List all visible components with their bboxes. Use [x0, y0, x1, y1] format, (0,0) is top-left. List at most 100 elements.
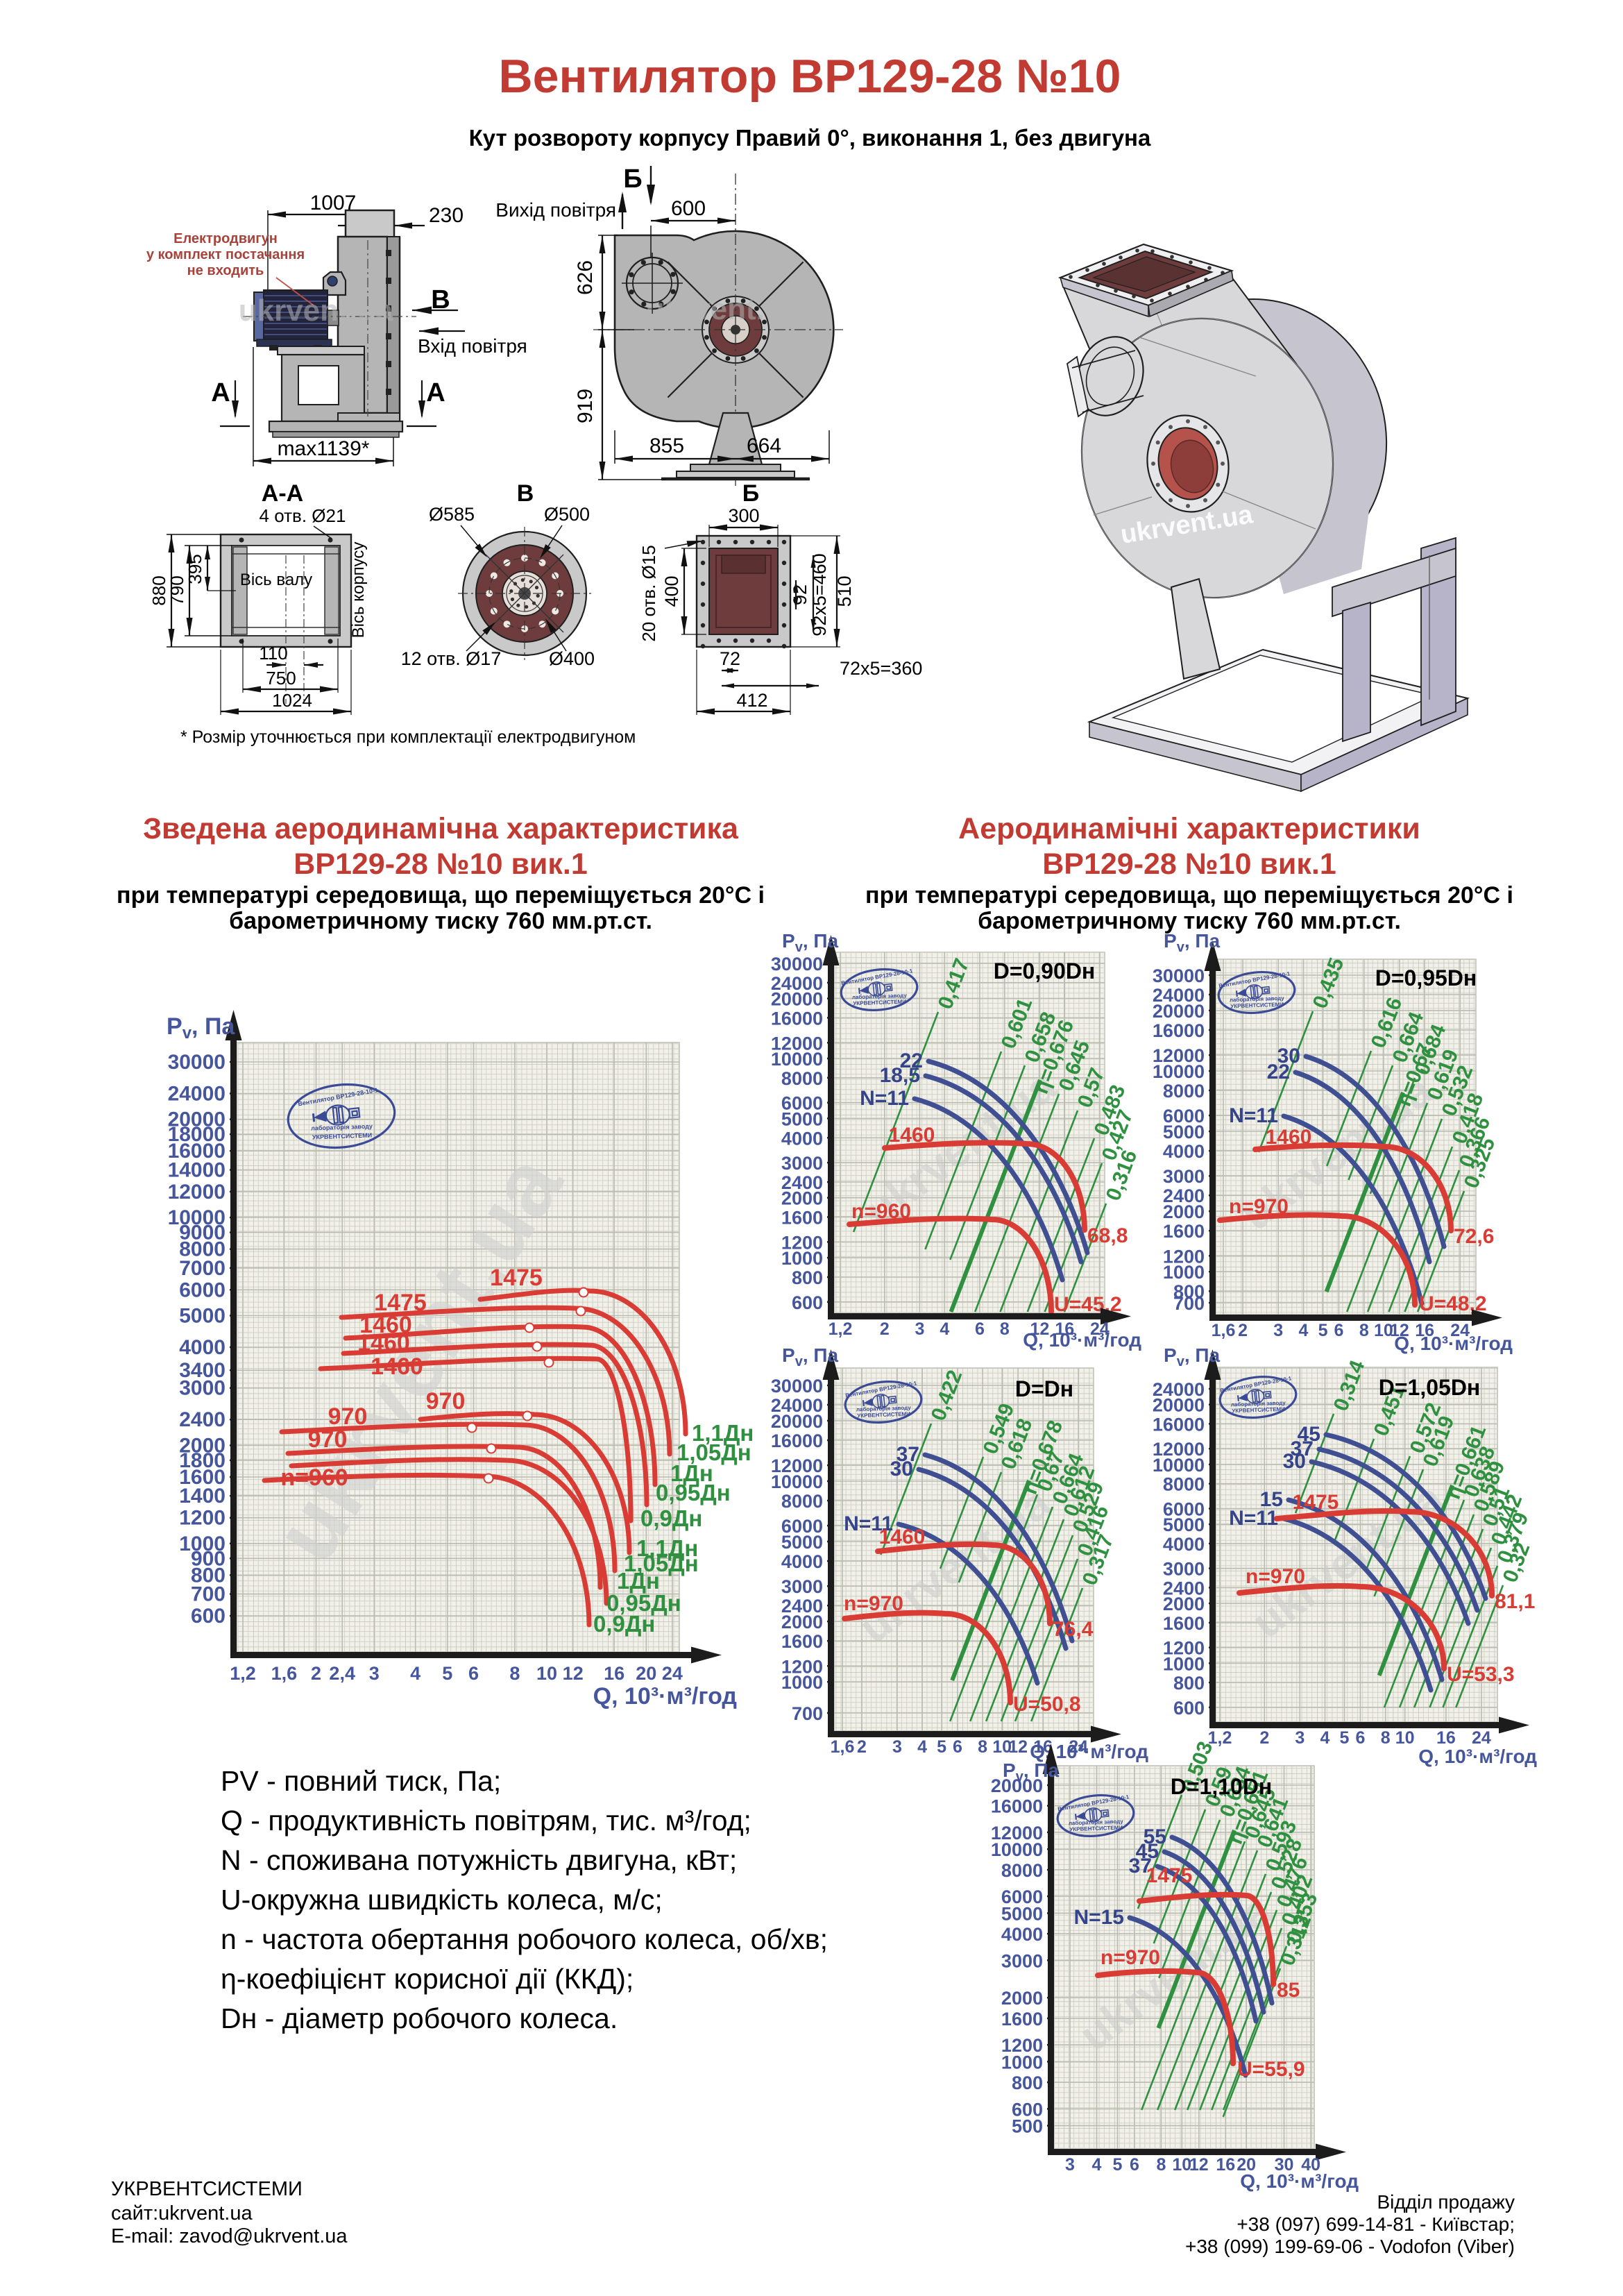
svg-text:Вихід повітря: Вихід повітря — [495, 199, 616, 221]
svg-text:18000: 18000 — [168, 1123, 226, 1146]
svg-text:5000: 5000 — [1001, 1903, 1043, 1924]
svg-text:1200: 1200 — [1001, 2035, 1043, 2056]
svg-text:24: 24 — [1069, 1737, 1088, 1757]
svg-text:6000: 6000 — [1001, 1886, 1043, 1907]
svg-text:D=1,05Dн: D=1,05Dн — [1379, 1375, 1481, 1400]
svg-text:30: 30 — [890, 1458, 913, 1480]
svg-text:УКРВЕНТСИСТЕМИ: УКРВЕНТСИСТЕМИ — [1069, 1825, 1123, 1833]
svg-text:лабораторія заводу: лабораторія заводу — [856, 1405, 912, 1413]
svg-text:1600: 1600 — [179, 1466, 226, 1489]
svg-text:ВР129-28 №10 вик.1: ВР129-28 №10 вик.1 — [1042, 847, 1336, 881]
svg-text:1,6: 1,6 — [831, 1737, 855, 1757]
svg-text:2000: 2000 — [179, 1434, 226, 1457]
svg-text:1000: 1000 — [1163, 1653, 1205, 1674]
svg-text:Pv, Па: Pv, Па — [1164, 930, 1220, 955]
svg-text:2: 2 — [311, 1663, 321, 1684]
svg-text:16: 16 — [1216, 2155, 1235, 2175]
svg-text:16000: 16000 — [168, 1140, 226, 1163]
svg-text:1,2: 1,2 — [1208, 1728, 1232, 1748]
svg-text:Електродвигун: Електродвигун — [173, 231, 278, 246]
svg-text:72x5=360: 72x5=360 — [840, 658, 922, 679]
svg-text:1600: 1600 — [1163, 1613, 1205, 1634]
svg-text:лабораторія заводу: лабораторія заводу — [1230, 995, 1285, 1004]
svg-text:N=11: N=11 — [844, 1512, 893, 1535]
svg-text:D=Dн: D=Dн — [1015, 1376, 1073, 1401]
svg-text:10000: 10000 — [991, 1839, 1043, 1860]
svg-text:УКРВЕНТСИСТЕМИ: УКРВЕНТСИСТЕМИ — [1232, 1406, 1285, 1415]
svg-text:1,1Дн: 1,1Дн — [636, 1535, 698, 1561]
svg-text:+38 (099) 199-69-06 - Vodofon: +38 (099) 199-69-06 - Vodofon (Viber) — [1185, 2236, 1515, 2257]
svg-text:1600: 1600 — [781, 1208, 823, 1229]
svg-text:6000: 6000 — [1163, 1499, 1205, 1520]
svg-text:37: 37 — [1291, 1437, 1314, 1460]
svg-text:1000: 1000 — [1163, 1262, 1205, 1283]
svg-text:2,4: 2,4 — [329, 1663, 355, 1684]
svg-text:24000: 24000 — [771, 1395, 823, 1416]
svg-text:УКРВЕНТСИСТЕМИ: УКРВЕНТСИСТЕМИ — [312, 1131, 373, 1140]
svg-text:Ø500: Ø500 — [544, 504, 590, 525]
svg-text:30000: 30000 — [771, 1376, 823, 1396]
svg-text:2000: 2000 — [1163, 1201, 1205, 1222]
svg-text:1000: 1000 — [179, 1533, 226, 1555]
svg-text:лабораторія заводу: лабораторія заводу — [311, 1122, 373, 1131]
svg-text:N=11: N=11 — [1229, 1104, 1278, 1127]
svg-text:970: 970 — [426, 1388, 466, 1415]
svg-text:20: 20 — [1237, 2155, 1256, 2175]
svg-text:8: 8 — [509, 1663, 520, 1684]
svg-text:37: 37 — [897, 1443, 919, 1466]
svg-text:Q, 10³·м³/год: Q, 10³·м³/год — [1023, 1329, 1141, 1351]
svg-text:1024: 1024 — [272, 690, 312, 711]
svg-text:2400: 2400 — [781, 1172, 823, 1193]
svg-text:1600: 1600 — [781, 1631, 823, 1652]
svg-text:16000: 16000 — [991, 1796, 1043, 1817]
svg-text:0,9Дн: 0,9Дн — [593, 1611, 655, 1637]
svg-text:4: 4 — [1092, 2155, 1102, 2175]
svg-text:при температурі середовища, що: при температурі середовища, що переміщує… — [117, 882, 765, 909]
svg-text:16000: 16000 — [1153, 1020, 1205, 1041]
svg-text:Б: Б — [623, 164, 642, 194]
svg-text:max1139*: max1139* — [278, 437, 370, 460]
svg-text:3: 3 — [1065, 2155, 1075, 2175]
svg-text:600: 600 — [191, 1605, 226, 1628]
svg-text:сайт:ukrvent.ua: сайт:ukrvent.ua — [111, 2202, 253, 2225]
svg-text:1475: 1475 — [374, 1290, 427, 1316]
svg-text:U-окружна швидкість колеса, м/: U-окружна швидкість колеса, м/с; — [221, 1884, 663, 1916]
svg-text:22: 22 — [1267, 1061, 1290, 1083]
svg-text:600: 600 — [792, 1292, 823, 1313]
svg-text:12000: 12000 — [771, 1033, 823, 1054]
svg-text:U=53,3: U=53,3 — [1447, 1663, 1515, 1686]
svg-text:919: 919 — [574, 389, 597, 423]
svg-text:24000: 24000 — [1153, 985, 1205, 1006]
svg-text:9000: 9000 — [179, 1222, 226, 1244]
svg-text:не входить: не входить — [187, 263, 264, 278]
svg-text:ВР129-28 №10 вик.1: ВР129-28 №10 вик.1 — [294, 847, 588, 881]
svg-text:6: 6 — [1130, 2155, 1139, 2175]
svg-text:1460: 1460 — [1266, 1126, 1312, 1149]
svg-text:10000: 10000 — [771, 1471, 823, 1492]
svg-text:3: 3 — [1273, 1321, 1283, 1340]
svg-text:2000: 2000 — [781, 1612, 823, 1632]
svg-text:1200: 1200 — [1163, 1246, 1205, 1267]
svg-text:PV - повний тиск, Па;: PV - повний тиск, Па; — [221, 1765, 501, 1797]
svg-text:8000: 8000 — [1001, 1860, 1043, 1881]
svg-text:12: 12 — [1008, 1737, 1028, 1757]
svg-text:барометричному тиску 760 мм.рт: барометричному тиску 760 мм.рт.ст. — [978, 908, 1401, 934]
svg-text:10: 10 — [1374, 1321, 1393, 1340]
svg-text:6: 6 — [1356, 1728, 1366, 1748]
svg-text:24: 24 — [662, 1663, 683, 1684]
svg-text:600: 600 — [1012, 2099, 1043, 2120]
svg-text:3400: 3400 — [179, 1359, 226, 1382]
svg-text:U=55,9: U=55,9 — [1237, 2058, 1305, 2081]
svg-text:16000: 16000 — [1153, 1414, 1205, 1435]
svg-text:30000: 30000 — [168, 1051, 226, 1074]
svg-text:1475: 1475 — [490, 1265, 543, 1291]
svg-text:6000: 6000 — [781, 1516, 823, 1537]
svg-text:D=0,95Dн: D=0,95Dн — [1375, 965, 1477, 990]
svg-text:6000: 6000 — [781, 1093, 823, 1114]
svg-text:3: 3 — [892, 1737, 902, 1757]
svg-text:4000: 4000 — [179, 1336, 226, 1359]
svg-text:970: 970 — [308, 1426, 348, 1453]
svg-text:n=970: n=970 — [844, 1592, 903, 1615]
svg-text:ukrvent.ua: ukrvent.ua — [239, 294, 393, 328]
svg-text:30: 30 — [1277, 1045, 1300, 1067]
